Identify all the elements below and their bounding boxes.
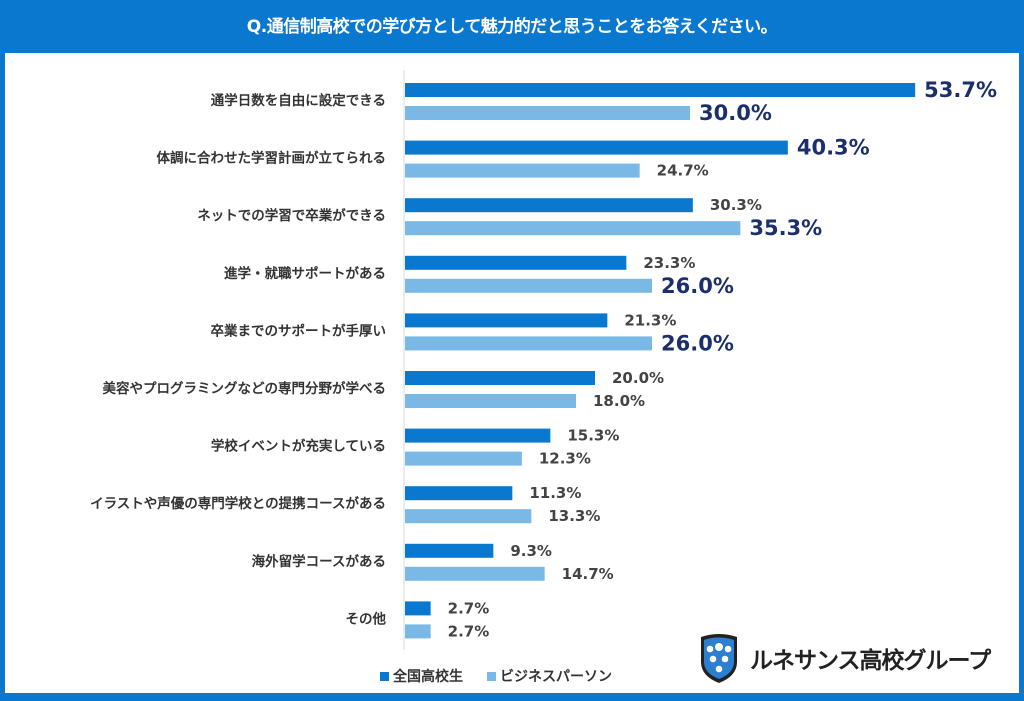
- data-label: 23.3%: [643, 254, 695, 272]
- bar-series2: [405, 163, 640, 178]
- data-label: 53.7%: [924, 78, 997, 102]
- data-label: 30.3%: [710, 196, 762, 214]
- legend-label: 全国高校生: [393, 669, 463, 685]
- category-label: 学校イベントが充実している: [211, 438, 386, 455]
- shield-icon: [701, 634, 737, 683]
- bar-series1: [405, 601, 431, 616]
- data-label: 40.3%: [797, 136, 870, 160]
- bar-series1: [405, 313, 608, 328]
- bar-series2: [405, 221, 741, 236]
- bar-series2: [405, 394, 576, 408]
- bar-series1: [405, 428, 551, 443]
- category-label: 進学・就職サポートがある: [224, 265, 386, 282]
- bar-chart: 通学日数を自由に設定できる 53.7% 30.0% 体調に合わせた学習計画が立てられる…: [90, 70, 997, 650]
- data-label: 30.0%: [699, 101, 772, 125]
- data-label: 2.7%: [448, 599, 490, 617]
- data-label: 35.3%: [749, 216, 822, 240]
- bar-series1: [405, 255, 627, 270]
- data-label: 26.0%: [661, 274, 734, 298]
- bar-series1: [405, 83, 916, 97]
- data-label: 15.3%: [567, 427, 619, 445]
- logo-text: ルネサンス高校グループ: [750, 648, 991, 674]
- data-label: 2.7%: [448, 622, 490, 640]
- category-label: その他: [346, 610, 387, 627]
- category-label: 美容やプログラミングなどの専門分野が学べる: [103, 380, 387, 397]
- bar-series2: [405, 624, 431, 639]
- data-label: 13.3%: [548, 507, 600, 525]
- data-label: 21.3%: [624, 311, 676, 329]
- chart-title: Q.通信制高校での学び方として魅力的だと思うことをお答えください。: [246, 17, 778, 37]
- legend-item-series1: 全国高校生: [380, 666, 463, 686]
- chart-panel: 通学日数を自由に設定できる 53.7% 30.0% 体調に合わせた学習計画が立てられる…: [5, 53, 1019, 693]
- data-label: 20.0%: [612, 369, 664, 387]
- category-label: ネットでの学習で卒業ができる: [197, 207, 386, 224]
- bar-series1: [405, 198, 693, 213]
- bar-series1: [405, 371, 595, 385]
- data-label: 24.7%: [657, 162, 709, 180]
- data-label: 26.0%: [661, 331, 734, 355]
- legend-swatch: [487, 671, 496, 681]
- bar-series1: [405, 486, 513, 501]
- category-label: 通学日数を自由に設定できる: [211, 92, 386, 109]
- category-label: イラストや声優の専門学校との提携コースがある: [90, 495, 386, 512]
- bar-series2: [405, 336, 652, 351]
- bar-series2: [405, 106, 690, 120]
- bar-series2: [405, 509, 532, 524]
- data-label: 11.3%: [529, 484, 581, 502]
- category-label: 海外留学コースがある: [252, 553, 386, 570]
- bar-series2: [405, 278, 652, 293]
- data-label: 18.0%: [593, 392, 645, 410]
- category-label: 卒業までのサポートが手厚い: [211, 322, 387, 339]
- bar-series1: [405, 543, 494, 558]
- data-label: 9.3%: [510, 542, 552, 560]
- legend-label: ビジネスパーソン: [500, 669, 612, 685]
- bar-series2: [405, 566, 545, 581]
- data-label: 12.3%: [539, 450, 591, 468]
- logo: ルネサンス高校グループ: [698, 632, 991, 684]
- bar-series1: [405, 140, 788, 155]
- data-label: 14.7%: [562, 565, 614, 583]
- category-label: 体調に合わせた学習計画が立てられる: [157, 150, 387, 167]
- legend-swatch: [380, 671, 389, 681]
- bar-series2: [405, 451, 522, 466]
- legend: 全国高校生 ビジネスパーソン: [380, 666, 612, 686]
- legend-item-series2: ビジネスパーソン: [487, 666, 612, 686]
